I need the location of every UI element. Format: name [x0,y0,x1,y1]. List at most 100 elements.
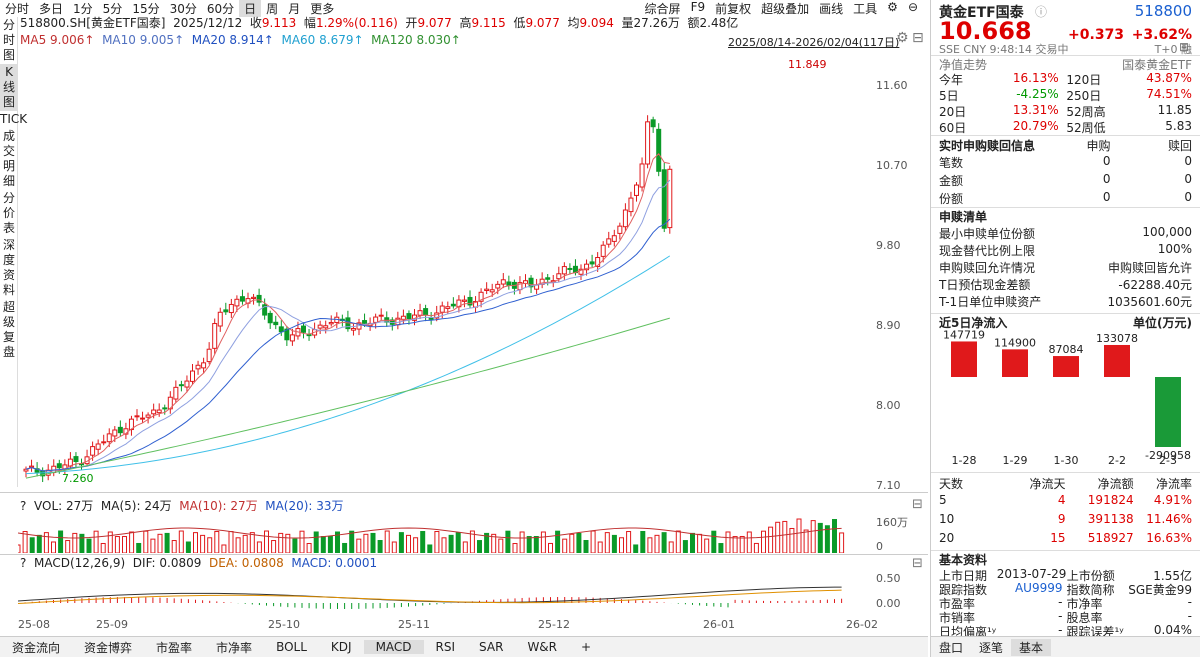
side-tab-2[interactable]: TICK [0,112,28,126]
low-value: 9.077 [525,16,560,30]
panel-tab-1[interactable]: 逐笔 [979,640,1004,655]
candle-body [167,396,173,410]
vol-collapse-icon[interactable]: ⊟ [912,497,923,512]
side-tab-6[interactable]: 超级复盘 [2,300,15,359]
toolbar-tool-3[interactable]: 超级叠加 [761,2,810,16]
volume-bar [839,532,845,553]
candle-body [656,128,662,172]
side-tab-3[interactable]: 成交明细 [2,129,15,188]
volume-bar [398,532,404,553]
sr-row: 份额 0 0 [939,190,1192,207]
period-tab-6[interactable]: 60分 [206,2,235,16]
info-icon[interactable]: ⓘ [1035,5,1048,19]
ft-cell: 20 [939,531,955,545]
ft-cell: 5 [939,493,947,507]
volume-bar [342,542,348,553]
nav-title[interactable]: 净值走势 [939,58,988,72]
period-tab-4[interactable]: 15分 [132,2,160,16]
flow-bar [1002,349,1028,377]
candle-body [29,465,35,468]
toolbar-tool-0[interactable]: 综合屏 [644,2,681,16]
candle-body [284,328,290,341]
indicator-tab-8[interactable]: SAR [479,640,504,654]
candle-body [195,364,201,370]
indicator-tab-9[interactable]: W&R [527,640,557,654]
period-tab-5[interactable]: 30分 [169,2,197,16]
volume-bar [264,530,269,553]
indicator-tab-0[interactable]: 资金流向 [12,640,61,655]
candle-body [661,169,667,229]
period-tab-2[interactable]: 1分 [73,2,93,16]
vol-axis-top: 160万 [876,516,908,529]
ma10-line [25,179,671,472]
volume-bar [498,538,504,553]
candle-body [645,121,651,165]
volume-bar [292,538,298,553]
candle-body [184,380,190,388]
indicator-tab-1[interactable]: 资金博弈 [84,640,133,655]
volume-bar [129,531,135,553]
panel-tab-2[interactable]: 基本 [1011,638,1052,656]
macd-collapse-icon[interactable]: ⊟ [912,556,923,571]
indicator-tab-7[interactable]: RSI [435,640,456,654]
settings-gear-icon[interactable]: ⚙ [887,0,898,14]
indicator-tab-2[interactable]: 市盈率 [156,640,193,655]
collapse-icon[interactable]: ⊟ [912,30,924,46]
toolbar-tool-2[interactable]: 前复权 [715,2,752,16]
indicator-tab-5[interactable]: KDJ [330,640,352,654]
side-tab-1[interactable]: K线图 [0,64,18,111]
flow-chart: 147719 1-28 114900 1-29 87084 1-30 133078 2-2 -2… [943,328,1191,467]
expand-icon[interactable]: ⊞ [1179,40,1190,54]
period-tab-9[interactable]: 月 [288,2,301,16]
flow-bar [1155,377,1181,447]
indicator-tab-6[interactable]: MACD [363,640,424,654]
side-tab-4[interactable]: 分价表 [2,191,15,235]
toolbar-tool-4[interactable]: 画线 [819,2,844,16]
macd-title: MACD(12,26,9) [34,556,126,570]
candle-body [595,257,601,267]
candle-body [478,291,484,302]
volume-bar [285,533,291,553]
kline-chart[interactable]: 11.849 7.260 [18,50,928,492]
volume-bar [462,541,468,553]
period-tab-1[interactable]: 多日 [39,2,64,16]
dea-line [18,589,842,604]
macd-help-icon[interactable]: ? [20,556,27,570]
volume-chart[interactable] [18,513,863,553]
ft-col: 净流天 [1029,477,1066,491]
indicator-tab-3[interactable]: 市净率 [216,640,253,655]
ft-header: 天数 净流天 净流额 净流率 [939,475,1192,492]
period-tab-3[interactable]: 5分 [102,2,123,16]
indicator-tab-4[interactable]: BOLL [276,640,307,654]
basic-label: 跟踪指数 [939,583,988,597]
period-tab-0[interactable]: 分时 [5,2,30,16]
basic-value: - [1187,595,1192,609]
candle-body [589,261,595,265]
basic-title: 基本资料 [939,553,988,567]
vol-help-icon[interactable]: ? [20,499,27,513]
toolbar-tool-5[interactable]: 工具 [853,2,878,16]
date-range[interactable]: 2025/08/14-2026/02/04(117日) [728,36,900,49]
toolbar-tool-1[interactable]: F9 [690,0,706,14]
volume-bar [647,537,653,553]
volume-bar [803,529,809,553]
macd-chart[interactable] [18,571,863,616]
fund-code: 518800 [1134,2,1192,20]
ft-row: 5 4 191824 4.91% [939,493,1192,507]
period-tab-8[interactable]: 周 [266,2,279,16]
candle-body [545,277,551,280]
basic-value[interactable]: AU9999 [1014,581,1063,595]
settings-icon[interactable]: ⚙ [896,30,909,46]
volume-bar [817,522,823,553]
panel-tab-0[interactable]: 盘口 [939,640,964,655]
flow-value: 133078 [1096,332,1138,345]
period-tab-7[interactable]: 日 [239,0,262,17]
volume-bar [193,532,198,553]
basic-label: 市净率 [1066,597,1103,611]
period-tab-10[interactable]: 更多 [310,2,335,16]
volume-bar [789,527,795,553]
minimize-icon[interactable]: ⊖ [907,0,918,14]
side-tab-0[interactable]: 分时图 [2,18,15,62]
indicator-tab-10[interactable]: + [581,640,592,654]
side-tab-5[interactable]: 深度资料 [2,238,15,297]
